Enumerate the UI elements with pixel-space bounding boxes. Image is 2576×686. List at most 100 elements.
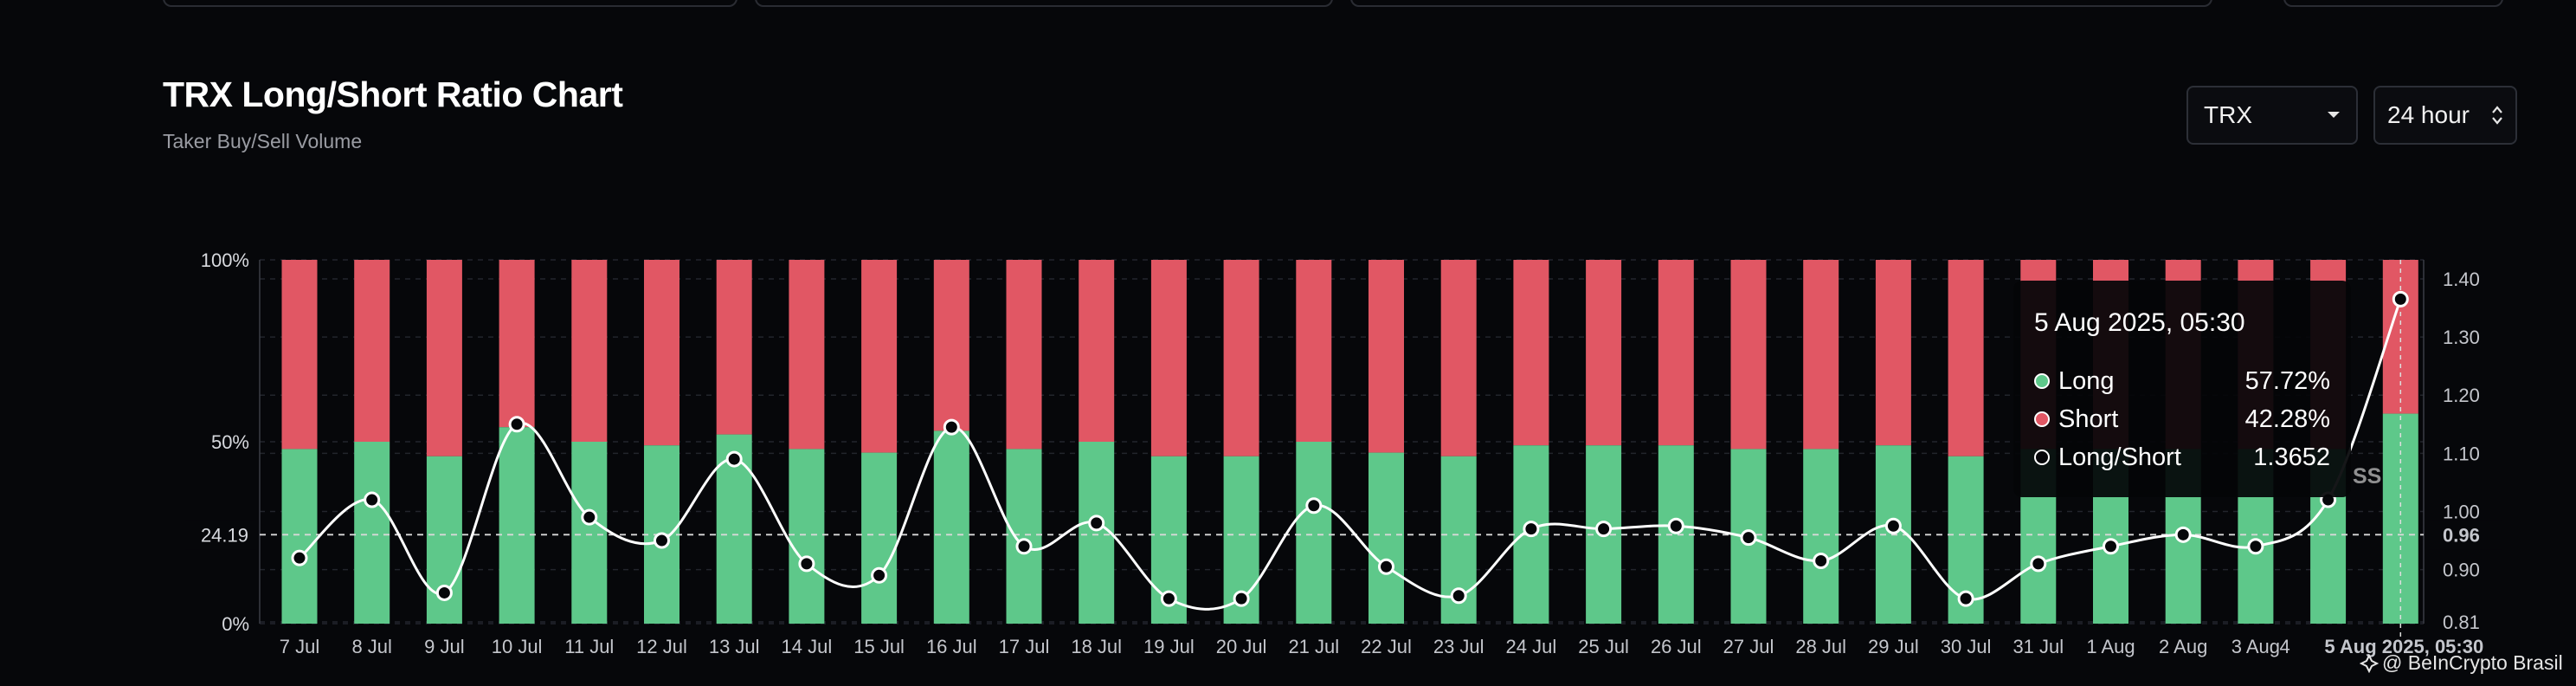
ratio-point	[1088, 514, 1105, 532]
short-bar	[716, 260, 752, 435]
short-bar	[1296, 260, 1332, 442]
x-tick-label: 30 Jul	[1941, 636, 1992, 657]
long-bar	[1658, 445, 1694, 624]
short-bar	[1223, 260, 1259, 456]
x-tick-label: 8 Jul	[351, 636, 391, 657]
ratio-point	[725, 450, 743, 468]
bar-group	[1440, 260, 1477, 624]
x-tick-label: 29 Jul	[1868, 636, 1919, 657]
bar-group	[1586, 260, 1622, 624]
right-marker-badge	[2429, 520, 2502, 550]
long-bar	[933, 430, 969, 624]
right-tick-label: 0.81	[2443, 612, 2480, 633]
watermark: @ BeInCrypto Brasil	[2360, 651, 2563, 675]
long-bar	[1296, 442, 1332, 624]
ratio-point	[1160, 590, 1177, 607]
short-bar	[1368, 260, 1404, 453]
ratio-point	[291, 549, 308, 566]
x-tick-label: 20 Jul	[1216, 636, 1267, 657]
right-tick-label: 1.00	[2443, 501, 2480, 522]
ratio-point	[1595, 521, 1613, 538]
page-title: TRX Long/Short Ratio Chart	[163, 74, 623, 114]
ratio-point	[1813, 553, 1830, 570]
bar-group	[499, 260, 535, 624]
bar-group	[1948, 260, 1984, 624]
page-subtitle: Taker Buy/Sell Volume	[163, 130, 363, 152]
short-bar	[571, 260, 608, 442]
ratio-point	[1305, 497, 1323, 514]
x-tick-label: 5 Aug 2025, 05:30	[2324, 636, 2483, 657]
short-bar	[1948, 260, 1984, 456]
x-tick-label: 13 Jul	[709, 636, 760, 657]
bar-group	[1803, 260, 1839, 624]
right-tick-label: 1.40	[2443, 269, 2480, 290]
up-down-chevron-icon	[2491, 104, 2503, 126]
ratio-point	[1233, 590, 1250, 607]
short-bar	[1513, 260, 1549, 446]
x-tick-label: 23 Jul	[1433, 636, 1484, 657]
ratio-point	[2174, 526, 2192, 543]
left-tick-label: 0%	[222, 613, 249, 635]
short-bar	[1150, 260, 1187, 456]
bar-group	[1079, 260, 1115, 624]
bar-group	[1368, 260, 1404, 624]
bar-group	[281, 260, 318, 624]
x-tick-label: 26 Jul	[1651, 636, 1702, 657]
caret-down-icon	[2327, 111, 2341, 120]
bar-group	[354, 260, 390, 624]
bar-group	[571, 260, 608, 624]
bar-group	[426, 260, 462, 624]
tooltip-value: 42.28%	[2244, 404, 2330, 433]
ratio-dot-icon	[2034, 450, 2050, 465]
long-bar	[281, 449, 318, 624]
ratio-point	[1523, 521, 1540, 538]
x-tick-label: 7 Jul	[280, 636, 319, 657]
x-tick-label: 19 Jul	[1143, 636, 1195, 657]
ratio-point	[871, 566, 888, 584]
symbol-select[interactable]: TRX	[2186, 86, 2358, 145]
x-tick-label: 14 Jul	[782, 636, 833, 657]
short-bar	[1803, 260, 1839, 450]
x-tick-label: 4	[2279, 636, 2289, 657]
bar-group	[716, 260, 752, 624]
left-marker-badge	[185, 520, 256, 550]
short-bar	[789, 260, 825, 450]
ratio-point	[2103, 538, 2119, 555]
x-tick-label: 21 Jul	[1288, 636, 1339, 657]
bar-group	[933, 260, 969, 624]
ratio-point	[798, 555, 815, 573]
x-tick-label: 22 Jul	[1361, 636, 1412, 657]
x-tick-label: 15 Jul	[853, 636, 905, 657]
long-bar	[861, 452, 898, 624]
short-bar	[861, 260, 898, 453]
short-bar	[1440, 260, 1477, 456]
ratio-point	[1957, 590, 1974, 607]
long-bar	[1368, 452, 1404, 624]
bar-group	[1223, 260, 1259, 624]
right-tick-label: 1.30	[2443, 327, 2480, 348]
short-bar	[354, 260, 390, 442]
ratio-point	[1884, 517, 1902, 534]
watermark-text: @ BeInCrypto Brasil	[2382, 651, 2563, 674]
ratio-point	[1015, 538, 1033, 555]
short-bar	[1730, 260, 1767, 450]
short-bar	[1006, 260, 1042, 450]
short-bar	[426, 260, 462, 456]
bar-group	[1006, 260, 1042, 624]
ratio-point	[1667, 517, 1684, 534]
tooltip-value: 1.3652	[2253, 443, 2330, 471]
period-select[interactable]: 24 hour	[2373, 86, 2517, 145]
x-tick-label: 1 Aug	[2086, 636, 2135, 657]
x-tick-label: 3 Aug	[2231, 636, 2280, 657]
long-bar	[1079, 442, 1115, 624]
long-bar	[354, 442, 390, 624]
x-tick-label: 16 Jul	[926, 636, 977, 657]
x-tick-label: 11 Jul	[564, 636, 614, 657]
right-tick-label: 1.20	[2443, 385, 2480, 406]
x-tick-label: 12 Jul	[636, 636, 687, 657]
tooltip-label: Short	[2058, 404, 2119, 433]
ratio-point	[1378, 558, 1394, 575]
bar-group	[1730, 260, 1767, 624]
symbol-select-value: TRX	[2204, 101, 2252, 128]
bar-group	[1150, 260, 1187, 624]
